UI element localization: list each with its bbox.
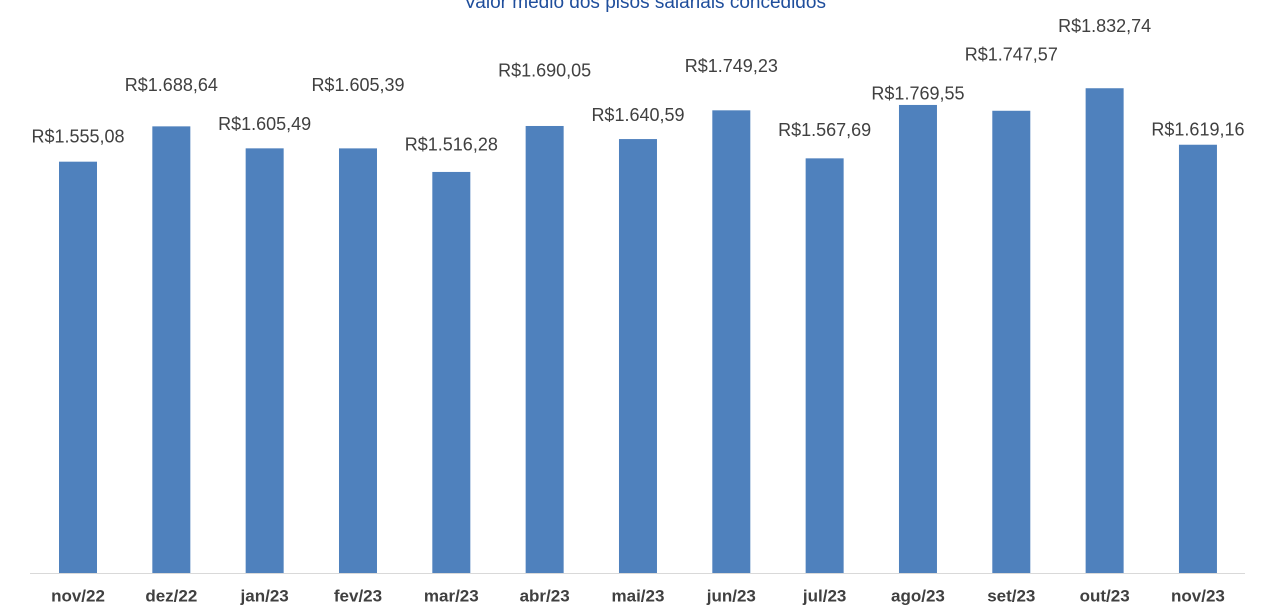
data-label: R$1.555,08	[31, 126, 124, 146]
x-tick-label: abr/23	[520, 586, 570, 605]
x-tick-label: ago/23	[891, 586, 945, 605]
x-tick-label: jan/23	[240, 586, 289, 605]
bar	[338, 148, 377, 574]
bar	[525, 125, 564, 573]
bar	[432, 171, 471, 573]
data-label: R$1.605,39	[311, 75, 404, 95]
bar	[898, 104, 937, 573]
x-tick-label: jun/23	[706, 586, 756, 605]
bar	[618, 139, 657, 573]
data-label: R$1.747,57	[965, 45, 1058, 65]
x-tick-label: out/23	[1080, 586, 1130, 605]
data-label: R$1.640,59	[591, 105, 684, 125]
x-tick-label: dez/22	[145, 586, 197, 605]
data-label: R$1.619,16	[1151, 119, 1244, 139]
x-tick-label: jul/23	[802, 586, 846, 605]
bar	[59, 161, 97, 573]
data-label: R$1.832,74	[1058, 16, 1151, 36]
x-tick-label: mai/23	[612, 586, 665, 605]
bar	[1178, 144, 1217, 573]
data-label: R$1.769,55	[871, 84, 964, 104]
bar	[992, 110, 1031, 574]
data-label: R$1.567,69	[778, 120, 871, 140]
chart-title: Valor médio dos pisos salariais concedid…	[464, 0, 826, 13]
data-label: R$1.605,49	[218, 114, 311, 134]
bar	[712, 110, 751, 573]
x-tick-label: mar/23	[424, 586, 479, 605]
bar	[805, 158, 844, 573]
data-label: R$1.516,28	[405, 135, 498, 155]
bar	[245, 148, 284, 573]
bar	[152, 126, 191, 573]
bar	[1085, 88, 1124, 574]
x-tick-label: nov/23	[1171, 586, 1225, 605]
data-label: R$1.690,05	[498, 61, 591, 81]
x-tick-label: fev/23	[334, 586, 382, 605]
data-label: R$1.749,23	[685, 56, 778, 76]
x-tick-label: nov/22	[51, 586, 105, 605]
x-tick-label: set/23	[987, 586, 1035, 605]
data-label: R$1.688,64	[125, 75, 218, 95]
